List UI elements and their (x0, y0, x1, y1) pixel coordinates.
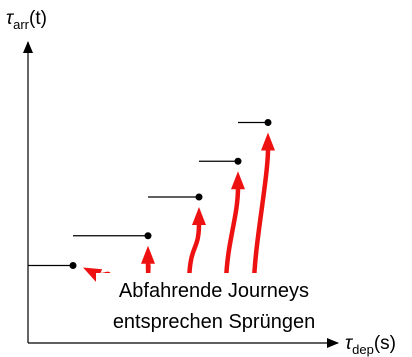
jump-arrow-head (141, 245, 155, 264)
annotation-line-2: entsprechen Sprüngen (113, 311, 315, 333)
x-axis-label-arg: (s) (374, 333, 396, 354)
jump-arrow-head (192, 206, 206, 225)
x-axis-label-sub: dep (352, 342, 374, 357)
breakpoint-dot (264, 118, 272, 126)
jump-arrow (251, 148, 271, 283)
annotation-background (96, 273, 332, 335)
jump-arrow (186, 222, 202, 283)
jump-arrow-head (261, 132, 275, 151)
breakpoint-dot (195, 193, 203, 201)
y-axis-label-sub: arr (13, 17, 30, 32)
breakpoint-dots (69, 118, 272, 270)
y-axis-label-arg: (t) (29, 8, 47, 29)
breakpoint-dot (69, 262, 77, 270)
annotation-line-1: Abfahrende Journeys (119, 280, 309, 302)
x-axis-label-main: τ (345, 333, 354, 354)
step-segments (28, 121, 268, 267)
y-axis-label-main: τ (6, 8, 15, 29)
jump-arrow-head (231, 171, 245, 190)
jump-arrow (223, 187, 241, 283)
jump-arrows (83, 132, 275, 283)
breakpoint-dot (234, 157, 242, 165)
x-axis-label: τdep(s) (345, 333, 396, 357)
y-axis-label: τarr(t) (6, 8, 47, 32)
breakpoint-dot (144, 232, 152, 240)
